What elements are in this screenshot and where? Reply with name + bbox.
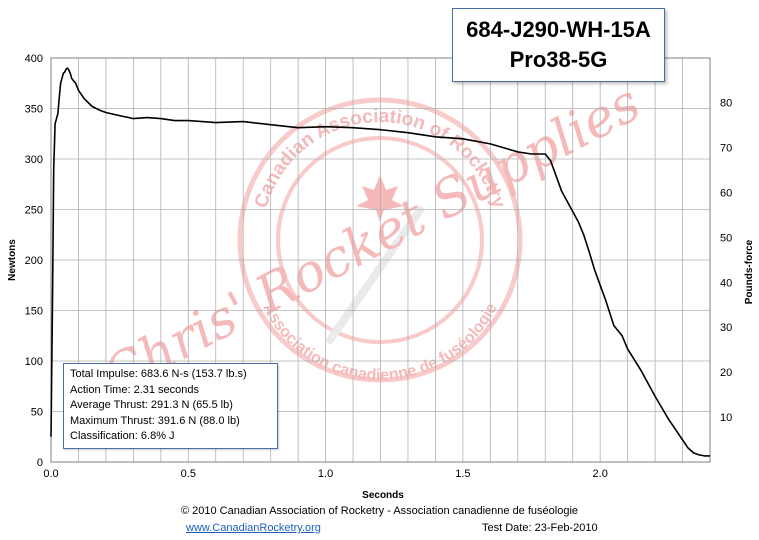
action-time: Action Time: 2.31 seconds (70, 383, 200, 396)
watermark-rocket-trail (326, 206, 424, 344)
chart-title-box: 684-J290-WH-15A Pro38-5G (452, 8, 665, 82)
plot-area-border (50, 57, 711, 463)
y2-tick-label: 70 (720, 142, 732, 154)
x-axis-ticks: 0.0 0.5 1.0 1.5 2.0 (43, 468, 607, 480)
y-tick-label: 50 (31, 407, 43, 419)
y-tick-label: 350 (25, 104, 43, 116)
y2-tick-label: 80 (720, 98, 732, 110)
y-tick-label: 150 (25, 306, 43, 318)
y-tick-label: 400 (25, 53, 43, 65)
thrust-curve-line (50, 67, 710, 457)
y-tick-label: 250 (25, 205, 43, 217)
y2-tick-label: 20 (720, 367, 732, 379)
series-layer (50, 67, 710, 457)
y2-tick-label: 60 (720, 187, 732, 199)
motor-stats-box: Total Impulse: 683.6 N-s (153.7 lb.s) Ac… (63, 363, 278, 449)
watermark-outer-ring (237, 97, 523, 383)
maple-leaf-icon (356, 175, 404, 222)
car-watermark: Canadian Association of Rocketry Associa… (94, 73, 650, 407)
y-tick-label: 200 (25, 255, 43, 267)
y2-tick-label: 10 (720, 412, 732, 424)
y-tick-label: 0 (37, 457, 43, 469)
x-tick-label: 2.0 (593, 468, 608, 480)
x-tick-label: 0.5 (181, 468, 196, 480)
x-axis-title: Seconds (362, 490, 404, 501)
y-axis-ticks: 0 50 100 150 200 250 300 350 400 (25, 53, 43, 469)
footer-copyright: © 2010 Canadian Association of Rocketry … (180, 505, 579, 517)
x-tick-label: 0.0 (43, 468, 58, 480)
footer-test-date: Test Date: 23-Feb-2010 (482, 522, 598, 534)
y2-axis-ticks: 10 20 30 40 50 60 70 80 (720, 98, 732, 425)
y-tick-label: 100 (25, 356, 43, 368)
y2-tick-label: 50 (720, 232, 732, 244)
footer-website-link[interactable]: www.CanadianRocketry.org (186, 522, 321, 534)
y2-axis-title: Pounds-force (744, 239, 755, 304)
average-thrust: Average Thrust: 291.3 N (65.5 lb) (70, 399, 233, 411)
y-axis-title: Newtons (7, 239, 18, 281)
y2-tick-label: 30 (720, 322, 732, 334)
x-tick-label: 1.5 (455, 468, 470, 480)
watermark-inner-ring (276, 136, 484, 344)
total-impulse: Total Impulse: 683.6 N-s (153.7 lb.s) (70, 368, 247, 380)
chart-subtitle: Pro38-5G (509, 47, 608, 72)
y2-tick-label: 40 (720, 277, 732, 289)
maximum-thrust: Maximum Thrust: 391.6 N (88.0 lb) (70, 414, 240, 427)
chart-title: 684-J290-WH-15A (466, 17, 651, 42)
x-tick-label: 1.0 (318, 468, 333, 480)
classification: Classification: 6.8% J (70, 430, 175, 442)
y-tick-label: 300 (25, 154, 43, 166)
